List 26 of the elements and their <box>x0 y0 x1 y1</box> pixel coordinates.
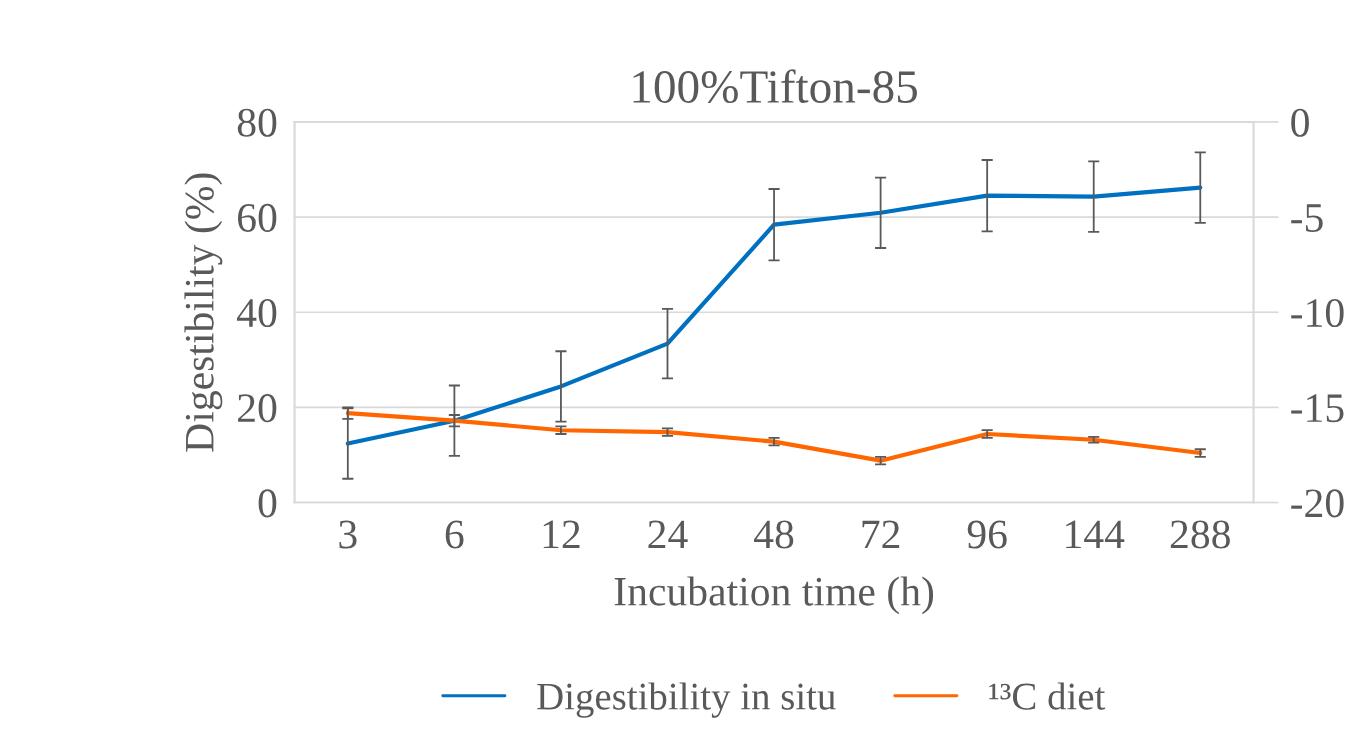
y-tick-label: 0 <box>258 489 277 518</box>
y-tick-label: 20 <box>238 394 277 423</box>
y2-tick-label: -15 <box>1291 394 1344 423</box>
y-tick-label: 40 <box>237 298 277 328</box>
line-series <box>345 185 1203 446</box>
line-series <box>345 410 1203 463</box>
x-tick-label: 6 <box>445 520 464 549</box>
x-tick-label: 24 <box>648 520 688 549</box>
y2-tick-label: -10 <box>1291 298 1344 328</box>
legend-label: Digestibility in situ <box>537 682 836 718</box>
x-axis-title: Incubation time (h) <box>614 576 934 615</box>
y-tick-label: 80 <box>237 108 277 137</box>
y-tick-label: 60 <box>238 203 277 232</box>
x-tick-label: 48 <box>754 520 794 549</box>
x-tick-label: 72 <box>862 520 900 549</box>
y2-tick-label: 0 <box>1291 108 1309 137</box>
y2-tick-label: -20 <box>1291 489 1344 518</box>
x-tick-label: 144 <box>1066 520 1125 549</box>
legend-label: ¹³C diet <box>989 682 1106 710</box>
chart-title: 100%Tifton-85 <box>633 69 917 104</box>
x-tick-label: 288 <box>1170 520 1230 549</box>
x-tick-label: 96 <box>967 520 1007 549</box>
x-tick-label: 3 <box>339 520 357 549</box>
x-tick-label: 12 <box>543 520 580 549</box>
y2-tick-label: -5 <box>1291 204 1323 232</box>
y-axis-title: Digestibility (%) <box>184 173 223 452</box>
